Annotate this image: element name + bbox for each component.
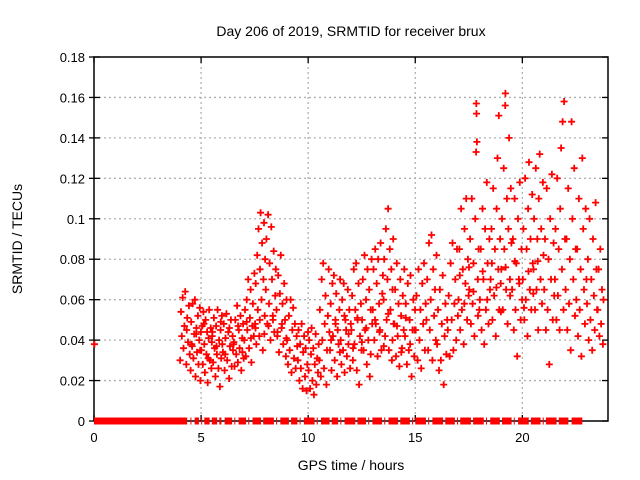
y-tick-label: 0.02 <box>60 374 85 389</box>
y-tick-label: 0.12 <box>60 171 85 186</box>
x-tick-label: 0 <box>90 430 97 445</box>
y-tick-label: 0.1 <box>67 212 85 227</box>
y-tick-label: 0.06 <box>60 293 85 308</box>
x-tick-label: 10 <box>301 430 315 445</box>
x-tick-label: 5 <box>197 430 204 445</box>
y-tick-label: 0.16 <box>60 90 85 105</box>
y-tick-label: 0.08 <box>60 252 85 267</box>
y-tick-labels: 0 0.02 0.04 0.06 0.08 0.1 0.12 0.14 0.16 0.18 <box>60 50 85 429</box>
y-tick-label: 0 <box>78 414 85 429</box>
grid <box>94 57 608 421</box>
x-tick-label: 20 <box>515 430 529 445</box>
x-tick-label: 15 <box>408 430 422 445</box>
x-axis-label: GPS time / hours <box>298 457 405 473</box>
y-tick-label: 0.04 <box>60 333 85 348</box>
y-axis-label: SRMTID / TECUs <box>9 184 25 294</box>
chart-title: Day 206 of 2019, SRMTID for receiver bru… <box>216 23 485 39</box>
x-tick-labels: 0 5 10 15 20 <box>90 430 529 445</box>
y-tick-label: 0.18 <box>60 50 85 65</box>
scatter-points <box>90 89 607 399</box>
y-tick-label: 0.14 <box>60 131 85 146</box>
